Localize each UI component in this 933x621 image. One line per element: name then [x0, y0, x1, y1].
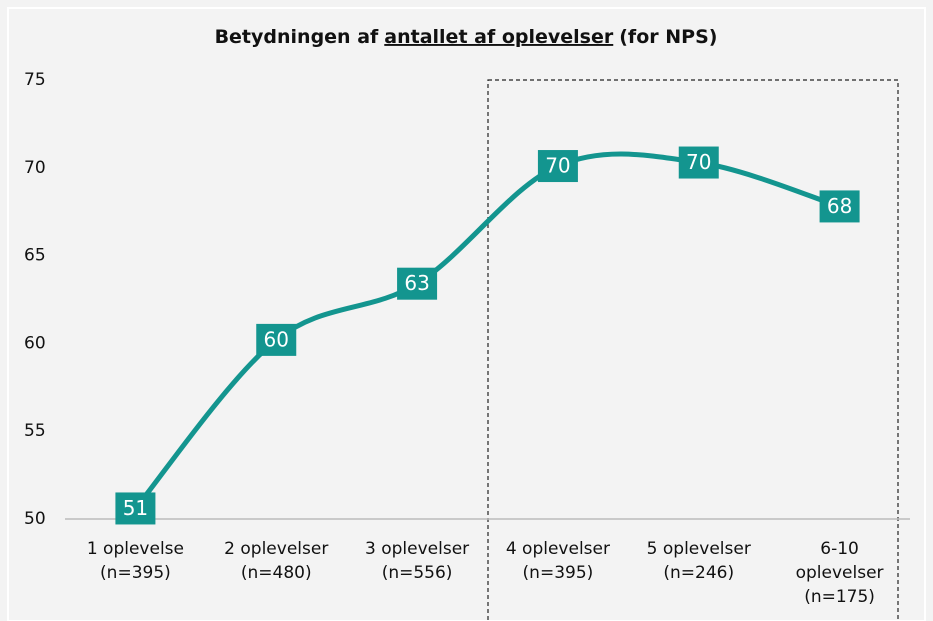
y-tick-label: 65 — [24, 246, 46, 266]
title-part: Betydningen af — [215, 26, 379, 48]
y-tick-label: 55 — [24, 421, 46, 441]
data-label-box — [115, 492, 156, 525]
data-label: 60 — [264, 327, 289, 351]
x-tick-label: 4 oplevelser — [506, 539, 610, 559]
y-tick-label: 60 — [24, 333, 46, 353]
data-label-box — [537, 150, 578, 183]
x-tick-label: (n=246) — [663, 563, 734, 583]
data-label: 70 — [545, 154, 570, 178]
data-label-box — [256, 323, 297, 356]
data-label: 70 — [686, 150, 711, 174]
data-label: 63 — [404, 271, 429, 295]
x-tick-label: (n=480) — [241, 563, 312, 583]
frame — [7, 7, 926, 621]
title-part: antallet af oplevelser — [384, 26, 614, 48]
y-tick-label: 50 — [24, 509, 46, 529]
title-part: (for NPS) — [619, 26, 717, 48]
x-tick-label: oplevelser — [796, 563, 884, 583]
x-tick-label: (n=395) — [100, 563, 171, 583]
x-tick-label: (n=556) — [382, 563, 453, 583]
x-tick-label: (n=395) — [523, 563, 594, 583]
x-tick-label: 5 oplevelser — [647, 539, 751, 559]
highlight-box — [487, 79, 899, 621]
y-tick-label: 70 — [24, 158, 46, 178]
x-tick-label: 6-10 — [820, 539, 859, 559]
chart-title: Betydningen af antallet af oplevelser (for… — [215, 26, 718, 48]
data-label-box — [819, 190, 860, 223]
x-tick-label: 3 oplevelser — [365, 539, 469, 559]
data-label: 51 — [123, 496, 148, 520]
x-tick-label: 2 oplevelser — [224, 539, 328, 559]
x-tick-label: 1 oplevelse — [87, 539, 184, 559]
data-label-box — [678, 146, 719, 179]
x-tick-label: (n=175) — [804, 587, 875, 607]
y-tick-label: 75 — [24, 70, 46, 90]
data-label-box — [397, 267, 438, 300]
data-label: 68 — [827, 194, 852, 218]
